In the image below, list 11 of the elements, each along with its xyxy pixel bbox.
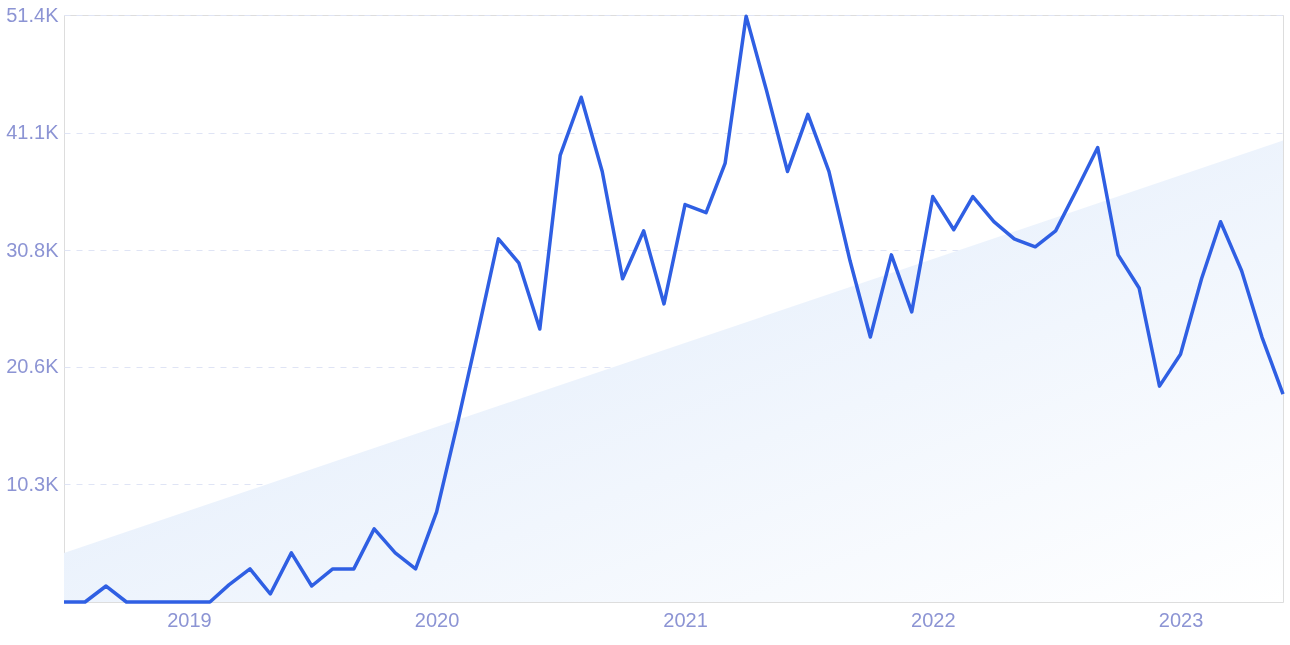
y-tick-label: 41.1K <box>6 121 60 144</box>
y-tick-label: 10.3K <box>6 472 60 495</box>
x-tick-label: 2020 <box>414 608 460 631</box>
x-tick-label: 2021 <box>663 608 708 631</box>
x-tick-label: 2019 <box>167 608 212 631</box>
line-series <box>62 14 1285 604</box>
y-tick-label: 51.4K <box>6 3 60 26</box>
x-tick-label: 2023 <box>1158 608 1204 631</box>
y-tick-label: 30.8K <box>6 238 60 261</box>
y-tick-label: 20.6K <box>6 355 60 378</box>
x-tick-label: 2022 <box>911 608 956 631</box>
